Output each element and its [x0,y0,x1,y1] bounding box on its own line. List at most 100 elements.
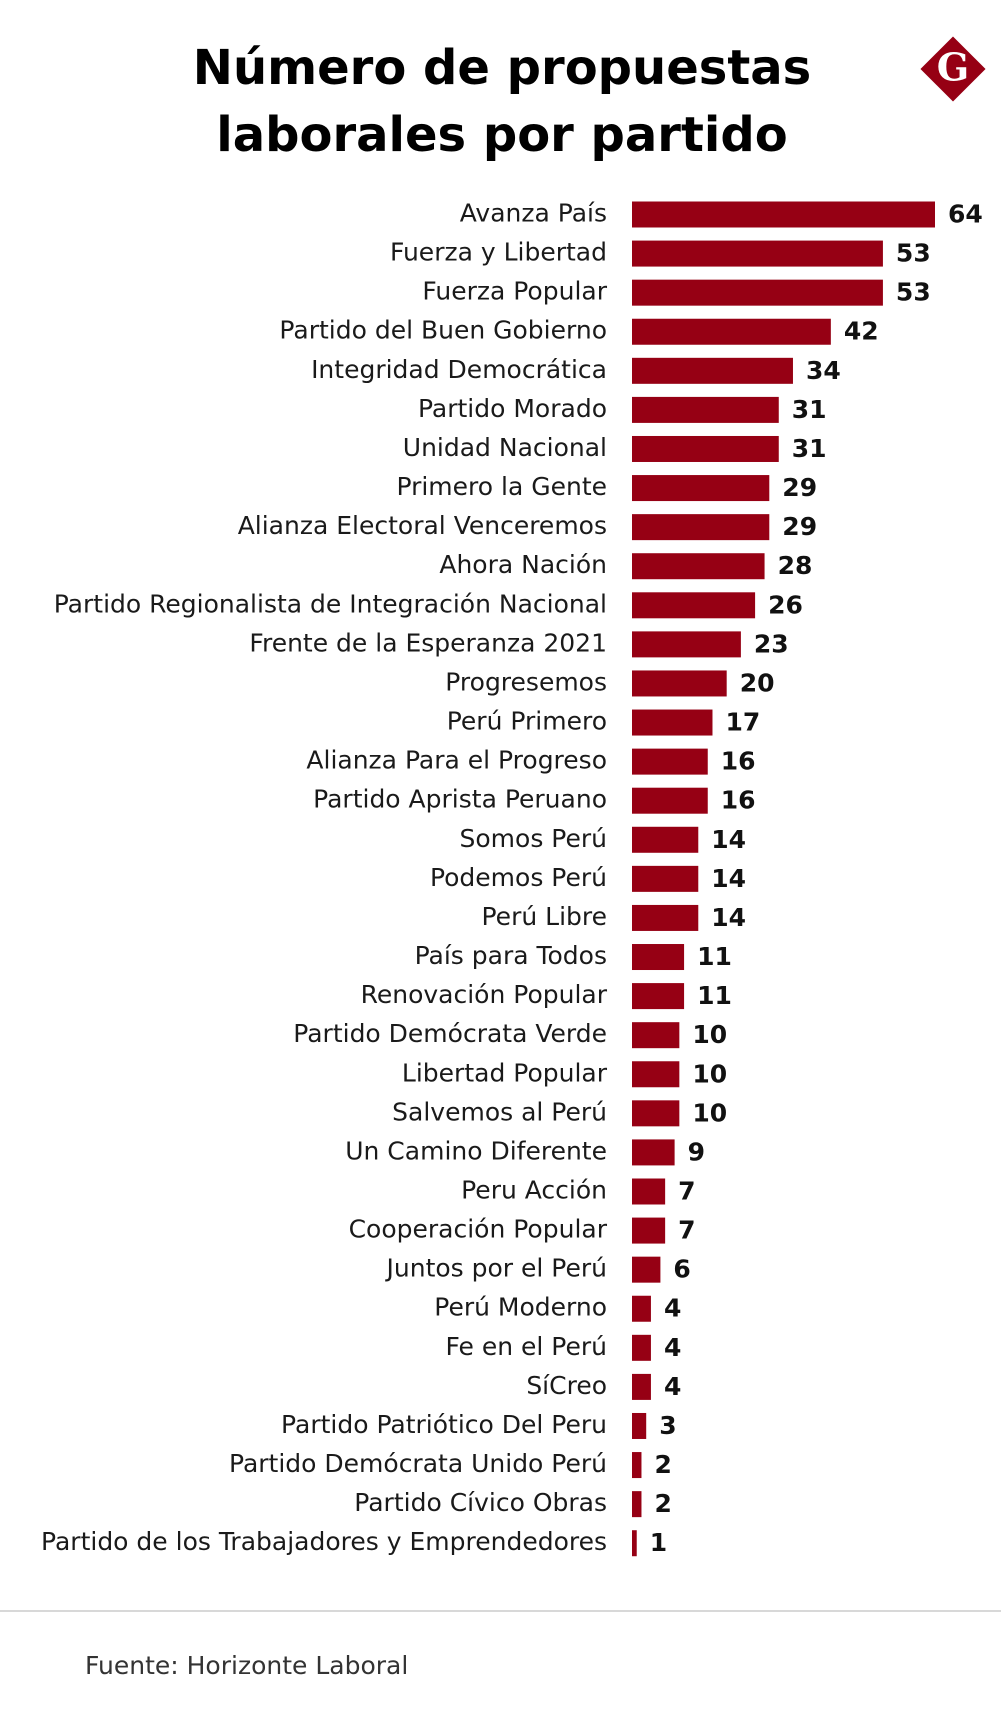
category-label: Frente de la Esperanza 2021 [249,628,607,657]
category-label: Partido Regionalista de Integración Naci… [54,589,607,618]
value-label: 16 [721,786,756,815]
category-label: Fuerza Popular [422,277,607,306]
category-label: Ahora Nación [439,550,607,579]
value-label: 11 [697,942,732,971]
bar [632,1100,680,1127]
value-label: 6 [673,1255,690,1284]
chart-title: Número de propuestas [193,40,811,96]
value-label: 20 [740,668,775,697]
value-label: 17 [725,708,760,737]
logo: G [920,36,986,102]
bar [632,1373,651,1400]
bar [632,670,727,697]
category-label: Partido Patriótico Del Peru [281,1410,607,1439]
bar [632,201,935,228]
value-label: 31 [792,395,827,424]
bar [632,748,708,775]
source: Fuente: Horizonte Laboral [85,1651,408,1680]
value-label: 16 [721,747,756,776]
category-label: Salvemos al Perú [392,1097,607,1126]
value-label: 64 [948,200,983,229]
category-label: SíCreo [526,1371,607,1400]
bar [632,435,779,462]
bar [632,1491,642,1518]
value-label: 2 [654,1489,671,1518]
category-label: Unidad Nacional [403,433,607,462]
category-label: Alianza Electoral Venceremos [238,511,607,540]
bar [632,631,741,658]
category-label: Somos Perú [460,824,607,853]
category-label: Progresemos [445,667,607,696]
category-label: Renovación Popular [361,980,608,1009]
bar [632,279,883,306]
bar [632,709,713,736]
bar [632,357,793,384]
category-label: Partido Aprista Peruano [313,785,607,814]
bar [632,396,779,423]
category-label: Integridad Democrática [311,355,607,384]
value-label: 4 [664,1372,681,1401]
category-label: Partido Demócrata Unido Perú [229,1449,607,1478]
category-label: País para Todos [415,941,607,970]
category-label: Un Camino Diferente [345,1136,607,1165]
bar [632,1530,637,1557]
value-label: 53 [896,278,931,307]
category-label: Perú Libre [482,902,608,931]
bar [632,1217,666,1244]
bar [632,983,685,1010]
bar [632,1139,675,1166]
bar [632,1412,647,1439]
category-label: Cooperación Popular [349,1215,608,1244]
bar [632,514,770,541]
value-label: 3 [659,1411,676,1440]
value-label: 7 [678,1216,695,1245]
category-label: Perú Primero [447,707,607,736]
bar [632,1295,651,1322]
value-label: 1 [650,1528,667,1557]
bar [632,553,765,580]
category-label: Perú Moderno [434,1293,607,1322]
category-label: Juntos por el Perú [385,1254,607,1283]
bar [632,787,708,814]
value-label: 31 [792,434,827,463]
value-label: 10 [692,1020,727,1049]
category-label: Alianza Para el Progreso [306,746,607,775]
category-label: Partido del Buen Gobierno [279,316,607,345]
value-label: 10 [692,1098,727,1127]
category-label: Podemos Perú [430,863,607,892]
category-label: Avanza País [460,199,607,228]
value-label: 29 [782,473,817,502]
value-label: 34 [806,356,841,385]
bar [632,1178,666,1205]
bar [632,318,831,345]
value-label: 53 [896,239,931,268]
category-label: Fe en el Perú [446,1332,607,1361]
value-label: 28 [778,551,813,580]
category-label: Partido Cívico Obras [354,1488,607,1517]
value-label: 29 [782,512,817,541]
value-label: 7 [678,1177,695,1206]
value-label: 14 [711,864,746,893]
chart-title: laborales por partido [216,107,787,163]
category-label: Partido de los Trabajadores y Emprendedo… [41,1527,607,1556]
bar [632,592,756,619]
bar [632,1061,680,1088]
value-label: 23 [754,629,789,658]
category-label: Primero la Gente [396,472,607,501]
bar [632,944,685,971]
category-label: Partido Morado [418,394,607,423]
bar [632,865,699,892]
bar [632,1256,661,1283]
value-label: 11 [697,981,732,1010]
value-label: 4 [664,1294,681,1323]
bar [632,1334,651,1361]
value-label: 2 [654,1450,671,1479]
category-label: Partido Demócrata Verde [293,1019,607,1048]
category-label: Fuerza y Libertad [390,238,607,267]
value-label: 14 [711,903,746,932]
value-label: 4 [664,1333,681,1362]
value-label: 14 [711,825,746,854]
value-label: 9 [688,1137,705,1166]
bar [632,1452,642,1479]
